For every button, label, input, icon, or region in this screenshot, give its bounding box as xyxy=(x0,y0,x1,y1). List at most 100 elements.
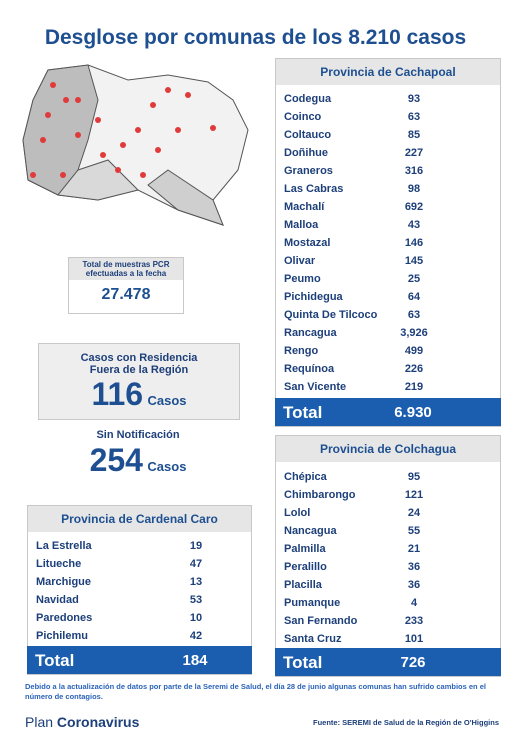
source: Fuente: SEREMI de Salud de la Región de … xyxy=(313,718,499,727)
no-notif-unit: Casos xyxy=(147,459,187,474)
table: Provincia de Cachapoal Codegua 93 Coinco 63 C… xyxy=(275,58,501,427)
commune: Santa Cruz xyxy=(284,633,342,645)
table-row: Mostazal 146 xyxy=(276,234,500,252)
commune: Pichilemu xyxy=(36,630,88,642)
commune: Las Cabras xyxy=(284,183,344,195)
table: Provincia de Colchagua Chépica 95 Chimbaron… xyxy=(275,435,501,677)
table-row: Nancagua 55 xyxy=(276,522,500,540)
cases: 24 xyxy=(407,507,421,519)
commune: Palmilla xyxy=(284,543,326,555)
commune: Navidad xyxy=(36,594,79,606)
table-row: La Estrella 19 xyxy=(28,537,251,555)
commune: Peralillo xyxy=(284,561,327,573)
table-row: Palmilla 21 xyxy=(276,540,500,558)
cases: 13 xyxy=(189,576,203,588)
table-row: Chimbarongo 121 xyxy=(276,486,500,504)
note: Debido a la actualización de datos por p… xyxy=(25,682,486,701)
total-label: Total xyxy=(35,651,75,670)
table-row: Pumanque 4 xyxy=(276,594,500,612)
table-row: Rancagua 3,926 xyxy=(276,324,500,342)
total-value: 184 xyxy=(182,652,208,669)
table-row: Coltauco 85 xyxy=(276,126,500,144)
total-bar: Total 6.930 xyxy=(275,398,501,426)
no-notif-value: 254 xyxy=(89,442,143,478)
cases: 25 xyxy=(407,273,421,285)
table-row: Graneros 316 xyxy=(276,162,500,180)
title: Desglose por comunas de los 8.210 casos xyxy=(44,26,467,49)
table-row: Santa Cruz 101 xyxy=(276,630,500,648)
total-bar: Total 184 xyxy=(27,646,252,674)
cases: 47 xyxy=(189,558,203,570)
table-row: Doñihue 227 xyxy=(276,144,500,162)
table-row: Peralillo 36 xyxy=(276,558,500,576)
commune: Pichidegua xyxy=(284,291,343,303)
cases: 121 xyxy=(404,489,424,501)
cases: 64 xyxy=(407,291,421,303)
table-row: Chépica 95 xyxy=(276,468,500,486)
table: Provincia de Cardenal Caro La Estrella 19 L… xyxy=(27,505,252,675)
total-bar: Total 726 xyxy=(275,648,501,676)
pcr-box: Total de muestras PCR efectuadas a la fe… xyxy=(68,257,184,314)
table-row: Pichidegua 64 xyxy=(276,288,500,306)
total-value: 726 xyxy=(400,654,426,671)
table-row: Codegua 93 xyxy=(276,90,500,108)
table-row: Machalí 692 xyxy=(276,198,500,216)
commune: Marchigue xyxy=(36,576,92,588)
commune: Mostazal xyxy=(284,237,331,249)
brand-prefix: Plan xyxy=(25,714,54,730)
cases: 145 xyxy=(404,255,424,267)
table-row: San Fernando 233 xyxy=(276,612,500,630)
commune: Malloa xyxy=(284,219,319,231)
cases: 93 xyxy=(407,93,421,105)
table-row: Las Cabras 98 xyxy=(276,180,500,198)
commune: Codegua xyxy=(284,93,332,105)
table-row: Olivar 145 xyxy=(276,252,500,270)
cases: 10 xyxy=(189,612,203,624)
table-row: Marchigue 13 xyxy=(28,573,251,591)
cases: 53 xyxy=(189,594,203,606)
table-title: Provincia de Cachapoal xyxy=(276,59,500,85)
cases: 36 xyxy=(407,579,421,591)
cases: 499 xyxy=(404,345,424,357)
outside-label: Casos con Residencia Fuera de la Región xyxy=(80,352,198,376)
table-row: Placilla 36 xyxy=(276,576,500,594)
cases: 692 xyxy=(404,201,424,213)
cases: 227 xyxy=(404,147,424,159)
commune: Rengo xyxy=(284,345,319,357)
commune: Machalí xyxy=(284,201,325,213)
table-row: Coinco 63 xyxy=(276,108,500,126)
cases: 316 xyxy=(404,165,424,177)
table-row: Peumo 25 xyxy=(276,270,500,288)
commune: Doñihue xyxy=(284,147,328,159)
cases: 4 xyxy=(410,597,418,609)
brand: Coronavirus xyxy=(56,714,140,730)
cases: 95 xyxy=(407,471,421,483)
table-row: Pichilemu 42 xyxy=(28,627,251,645)
commune: Rancagua xyxy=(284,327,337,339)
cases: 63 xyxy=(407,111,421,123)
table-row: Paredones 10 xyxy=(28,609,251,627)
table-title: Provincia de Colchagua xyxy=(276,436,500,462)
table-row: Lolol 24 xyxy=(276,504,500,522)
commune: Litueche xyxy=(36,558,82,570)
table-row: Litueche 47 xyxy=(28,555,251,573)
commune: Graneros xyxy=(284,165,333,177)
total-label: Total xyxy=(283,653,323,672)
cases: 101 xyxy=(404,633,424,645)
cases: 55 xyxy=(407,525,421,537)
outside-value: 116 xyxy=(91,376,144,412)
commune: Placilla xyxy=(284,579,322,591)
total-value: 6.930 xyxy=(394,404,432,421)
cases: 63 xyxy=(407,309,421,321)
cases: 226 xyxy=(404,363,424,375)
commune: San Vicente xyxy=(284,381,347,393)
total-label: Total xyxy=(283,403,323,422)
table-title: Provincia de Cardenal Caro xyxy=(28,506,251,532)
table-row: Navidad 53 xyxy=(28,591,251,609)
no-notif-label: Sin Notificación xyxy=(96,429,180,441)
cases: 43 xyxy=(407,219,421,231)
region-map xyxy=(22,64,249,226)
outside-unit: Casos xyxy=(147,393,187,408)
pcr-label: Total de muestras PCR efectuadas a la fe… xyxy=(69,258,183,280)
table-row: Rengo 499 xyxy=(276,342,500,360)
